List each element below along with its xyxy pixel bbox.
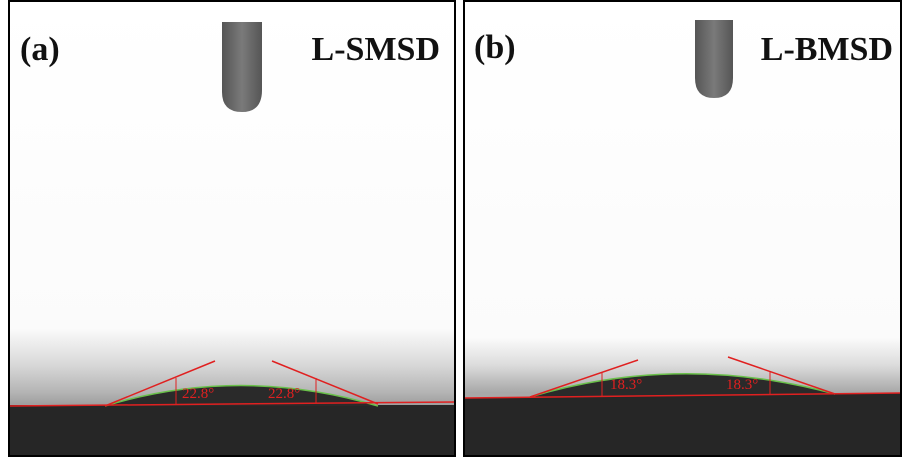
substrate <box>464 393 901 456</box>
needle <box>695 20 733 98</box>
angle-label: 18.3° <box>610 377 642 393</box>
needle <box>222 22 262 112</box>
angle-label: 18.3° <box>726 377 758 393</box>
panel-a: 22.8° 22.8° (a) L-SMSD <box>9 1 455 456</box>
page: 22.8° 22.8° (a) L-SMSD 18.3° 18.3° (b) L… <box>0 0 903 457</box>
panel-label: (a) <box>20 31 60 68</box>
angle-label: 22.8° <box>268 386 300 402</box>
panel-title: L-SMSD <box>312 31 440 68</box>
figure: 22.8° 22.8° (a) L-SMSD 18.3° 18.3° (b) L… <box>0 0 903 457</box>
panel-title: L-BMSD <box>761 31 893 68</box>
panel-label: (b) <box>474 29 516 66</box>
substrate <box>9 405 455 456</box>
angle-label: 22.8° <box>182 386 214 402</box>
panel-b: 18.3° 18.3° (b) L-BMSD <box>464 1 901 456</box>
